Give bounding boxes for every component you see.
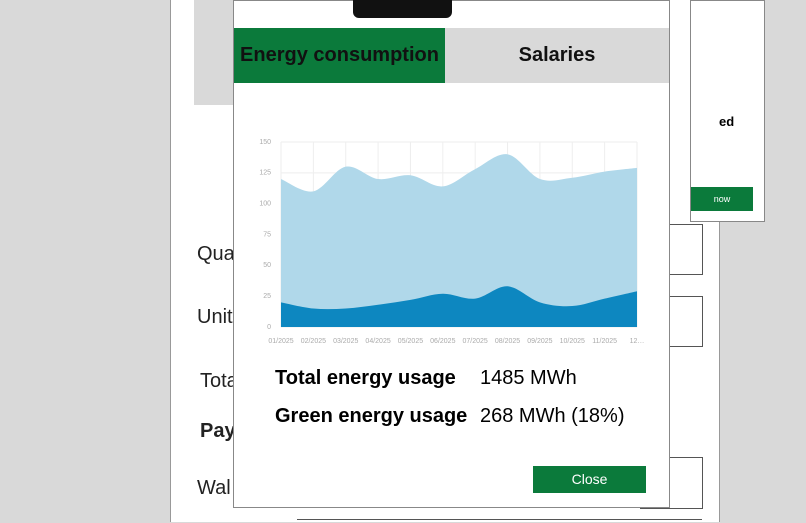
input-edge [297, 519, 702, 523]
stat-value: 268 MWh (18%) [480, 405, 625, 427]
x-tick-label: 09/2025 [527, 338, 552, 345]
x-tick-label: 03/2025 [333, 338, 358, 345]
card-text: ed [719, 114, 735, 129]
side-card: ed now [690, 0, 765, 222]
x-tick-label: 01/2025 [268, 338, 293, 345]
x-tick-label: 08/2025 [495, 338, 520, 345]
y-tick-label: 125 [259, 170, 271, 177]
x-tick-label: 05/2025 [398, 338, 423, 345]
camera-notch [353, 0, 452, 18]
chart: 0 25 50 75 100 125 150 01/2025 02/2025 03/2025 04/… [259, 139, 645, 345]
y-tick-label: 150 [259, 139, 271, 146]
y-tick-label: 75 [263, 231, 271, 238]
stat-label: Total energy usage [275, 367, 456, 389]
field-label: Unit [197, 306, 233, 328]
field-label: Qua [197, 243, 235, 265]
modal: Energy consumption Salaries 0 25 50 75 100 12… [233, 0, 670, 508]
tab[interactable]: Salaries [518, 44, 596, 66]
x-tick-label: 07/2025 [463, 338, 488, 345]
card-button[interactable]: now [691, 187, 753, 211]
section-label: Pay [200, 420, 236, 442]
x-tick-label: 02/2025 [301, 338, 326, 345]
y-tick-label: 0 [267, 324, 271, 331]
area [281, 286, 637, 327]
stat-value: 1485 MWh [480, 367, 577, 389]
x-tick-label: 11/2025 [592, 338, 617, 345]
field-label: Wal [197, 477, 231, 499]
field-label: Tota [200, 370, 238, 392]
stat-label: Green energy usage [275, 405, 468, 427]
x-tick-label: 04/2025 [365, 338, 390, 345]
close-button[interactable]: Close [533, 466, 646, 493]
y-tick-label: 25 [263, 293, 271, 300]
y-tick-label: 50 [263, 262, 271, 269]
y-tick-label: 100 [259, 201, 271, 208]
x-tick-label: 06/2025 [430, 338, 455, 345]
area [281, 154, 637, 327]
x-tick-label: 12… [630, 338, 645, 345]
x-tick-label: 10/2025 [560, 338, 585, 345]
tab[interactable]: Energy consumption [234, 28, 445, 83]
